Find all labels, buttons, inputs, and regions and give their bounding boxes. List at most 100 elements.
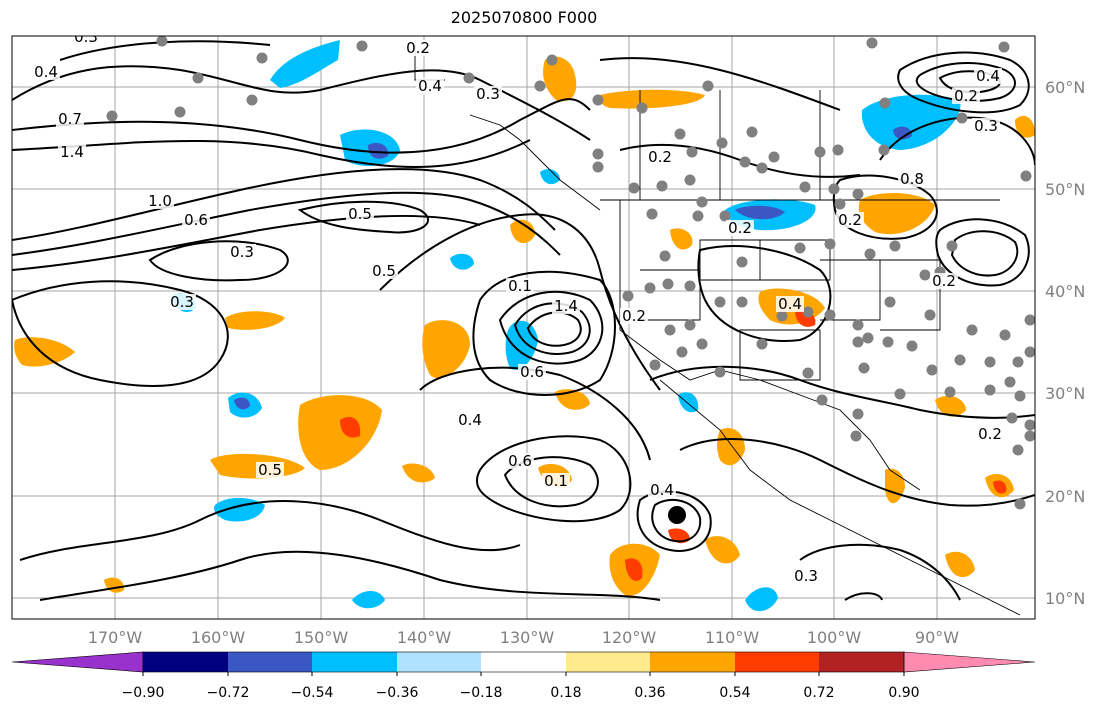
colorbar-tick-label: 0.18 — [550, 685, 581, 701]
latitude-label: 60°N — [1045, 78, 1085, 97]
colorbar-swatch — [903, 651, 1036, 673]
station-dot — [246, 94, 258, 106]
shade-pos-3 — [858, 193, 935, 235]
contour-label-bg — [792, 568, 820, 584]
station-dot — [879, 97, 891, 109]
station-dot — [946, 240, 958, 252]
shade-neg-12 — [450, 253, 474, 270]
station-dot — [906, 340, 918, 352]
station-dot — [174, 106, 186, 118]
longitude-labels: 170°W 160°W 150°W 140°W 130°W 120°W 110°W 100°W… — [88, 628, 959, 647]
station-dot — [736, 256, 748, 268]
contour-label-bg — [56, 111, 84, 127]
contour-label-bg — [930, 273, 958, 289]
shade-pos-5 — [510, 219, 535, 244]
shade-pos-4 — [1015, 115, 1035, 138]
contour-15 — [472, 270, 616, 396]
station-dot — [862, 332, 874, 344]
colorbar-tick-label: 0.36 — [634, 685, 665, 701]
contour-label: 0.4 — [650, 481, 674, 499]
contour-label-bg — [542, 473, 570, 489]
longitude-label: 160°W — [191, 628, 246, 647]
contour-label-bg — [228, 244, 256, 260]
station-dot — [592, 148, 604, 160]
contour-35 — [599, 57, 841, 111]
contour-label: 0.2 — [932, 272, 956, 290]
colorbar-swatch — [143, 652, 228, 672]
contour-4 — [12, 191, 561, 256]
contour-label-bg — [646, 149, 674, 165]
station-dot — [656, 180, 668, 192]
station-dot — [646, 208, 658, 220]
station-dot — [944, 386, 956, 398]
colorbar-tick-label: 0.54 — [719, 685, 750, 701]
state-6 — [880, 259, 941, 331]
station-dot — [1020, 170, 1032, 182]
station-dot — [736, 296, 748, 308]
contour-16 — [419, 366, 651, 461]
contour-33 — [649, 365, 1035, 419]
station-dot — [984, 384, 996, 396]
colorbar-swatch — [312, 652, 397, 672]
contour-1 — [12, 98, 591, 154]
contour-label-bg — [456, 412, 484, 428]
station-dot — [719, 210, 731, 222]
station-dot — [824, 309, 836, 321]
contour-label: 0.6 — [184, 211, 208, 229]
station-dot — [546, 54, 558, 66]
longitude-label: 140°W — [397, 628, 452, 647]
station-dot — [802, 367, 814, 379]
station-dot — [816, 394, 828, 406]
contour-5 — [12, 214, 481, 271]
contour-label: 0.2 — [622, 307, 646, 325]
longitude-label: 170°W — [88, 628, 143, 647]
contour-30 — [697, 245, 832, 342]
station-dot — [926, 364, 938, 376]
contour-label-bg — [474, 86, 502, 102]
contour-10 — [12, 280, 229, 387]
contour-14 — [526, 311, 582, 347]
contour-label: 0.3 — [170, 293, 194, 311]
shade-pos-6 — [670, 228, 693, 250]
station-dot — [684, 319, 696, 331]
shade-pos-24 — [625, 558, 643, 581]
latitude-label: 40°N — [1045, 282, 1085, 301]
station-dot — [802, 306, 814, 318]
shade-neg-3 — [368, 143, 389, 159]
contour-label-bg — [416, 78, 444, 94]
colorbar-swatch — [11, 651, 144, 673]
contour-label-bg — [726, 220, 754, 236]
station-dot — [739, 156, 751, 168]
station-dot — [756, 338, 768, 350]
shade-pos-26 — [945, 551, 975, 578]
contour-label: 0.2 — [728, 219, 752, 237]
contour-label: 1.4 — [60, 143, 84, 161]
contour-label-bg — [648, 482, 676, 498]
station-dot — [919, 269, 931, 281]
station-dot — [852, 336, 864, 348]
contour-32 — [844, 592, 883, 601]
contour-label-bg — [552, 298, 580, 314]
contour-label-bg — [974, 68, 1002, 84]
station-dot — [850, 430, 862, 442]
station-dots — [106, 36, 1035, 510]
station-dot — [832, 144, 844, 156]
station-dot — [1012, 444, 1024, 456]
station-dot — [1014, 498, 1026, 510]
station-dot — [889, 240, 901, 252]
contour-label: 0.7 — [58, 110, 82, 128]
contour-label: 0.6 — [520, 363, 544, 381]
station-dot — [746, 126, 758, 138]
state-3 — [640, 269, 701, 321]
contour-label: 1.4 — [554, 297, 578, 315]
contour-label: 0.4 — [778, 295, 802, 313]
station-dot — [592, 161, 604, 173]
shade-neg-16 — [540, 169, 560, 185]
contour-9 — [148, 240, 289, 282]
station-dot — [1024, 419, 1035, 431]
contour-label: 0.5 — [372, 262, 396, 280]
shade-pos-1 — [543, 56, 577, 102]
contour-label: 0.8 — [900, 170, 924, 188]
station-dot — [852, 188, 864, 200]
colorbar-tick-label: −0.36 — [376, 685, 419, 701]
